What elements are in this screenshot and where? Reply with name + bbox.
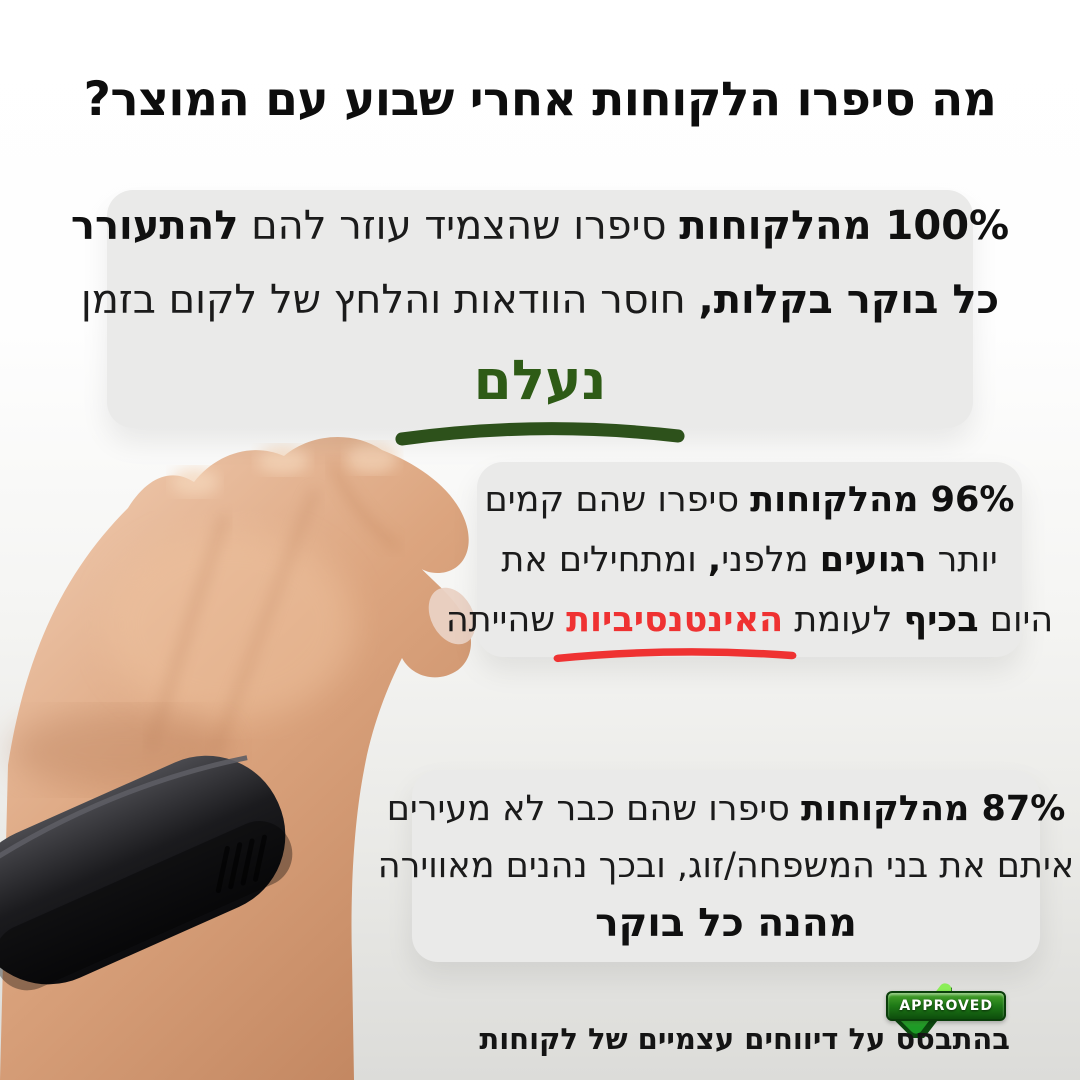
text-run: לעומת: [783, 599, 904, 640]
stat-box-87: 87% מהלקוחות סיפרו שהם כבר לא מעירים אית…: [378, 770, 1074, 962]
text-run: רגועים: [819, 539, 927, 580]
text-run: חוסר הוודאות והלחץ של לקום בזמן: [80, 277, 699, 323]
text-run: מלפני: [721, 539, 820, 580]
highlighted-word-red: האינטנסיביות: [553, 590, 797, 662]
knuckle-highlight: [346, 443, 398, 473]
text-run: יותר: [926, 539, 998, 580]
stat-line: 100% מהלקוחות סיפרו שהצמיד עוזר להם להתע…: [71, 189, 1009, 263]
stat-box-96: 96% מהלקוחות סיפרו שהם קמים יותר רגועים …: [446, 462, 1053, 662]
red-underline-swoosh-icon: [553, 647, 797, 662]
text-run: 100% מהלקוחות: [679, 203, 1010, 249]
thumb-nail: [428, 587, 476, 645]
hand-highlight: [105, 530, 355, 720]
stat-line: יותר רגועים מלפני, ומתחילים את: [501, 530, 997, 590]
stat-line: היום בכיף לעומת האינטנסיביות שהייתה: [445, 590, 1054, 662]
wristband: [0, 755, 293, 991]
page-title: מה סיפרו הלקוחות אחרי שבוע עם המוצר?: [83, 72, 997, 127]
approved-badge-label: APPROVED: [899, 998, 993, 1014]
knuckle-highlight: [171, 468, 219, 496]
stat-line: 87% מהלקוחות סיפרו שהם כבר לא מעירים: [387, 781, 1066, 838]
tendon-shading: [210, 488, 320, 757]
text-run: ,: [707, 539, 722, 580]
disclaimer-caption: בהתבסס על דיווחים עצמיים של לקוחות: [479, 1022, 1010, 1056]
stat-box-100: 100% מהלקוחות סיפרו שהצמיד עוזר להם להתע…: [71, 190, 1009, 446]
stat-line: 96% מהלקוחות סיפרו שהם קמים: [485, 470, 1015, 530]
text-run: סיפרו שהם קמים: [484, 479, 751, 520]
text-run: מהנה כל בוקר: [595, 900, 857, 946]
knuckle-highlight: [257, 446, 309, 474]
text-run: סיפרו שהצמיד עוזר להם: [238, 203, 680, 249]
text-run: להתעורר: [70, 203, 239, 249]
text-run: 87% מהלקוחות: [801, 788, 1066, 829]
text-run: האינטנסיביות: [566, 599, 784, 640]
text-run: שהייתה: [445, 599, 567, 640]
text-run: נעלם: [473, 348, 607, 412]
approved-badge: APPROVED: [886, 991, 1006, 1021]
highlighted-word-green: נעלם: [395, 337, 685, 446]
stat-line: כל בוקר בקלות, חוסר הוודאות והלחץ של לקו…: [81, 263, 999, 337]
stat-line: מהנה כל בוקר: [595, 895, 857, 952]
stat-line: נעלם: [395, 337, 685, 446]
text-run: היום: [978, 599, 1054, 640]
text-run: סיפרו שהם כבר לא מעירים: [386, 788, 802, 829]
text-run: בכיף: [903, 599, 979, 640]
text-run: ומתחילים את: [501, 539, 708, 580]
text-run: 96% מהלקוחות: [750, 479, 1015, 520]
text-run: איתם את בני המשפחה/זוג, ובכך נהנים מאווי…: [377, 845, 1075, 886]
finger-crease: [329, 460, 400, 551]
hand-photo: [0, 437, 476, 1080]
text-run: כל בוקר בקלות,: [698, 277, 1000, 323]
stat-line: איתם את בני המשפחה/זוג, ובכך נהנים מאווי…: [378, 838, 1074, 895]
wristband-slits: [215, 834, 267, 893]
